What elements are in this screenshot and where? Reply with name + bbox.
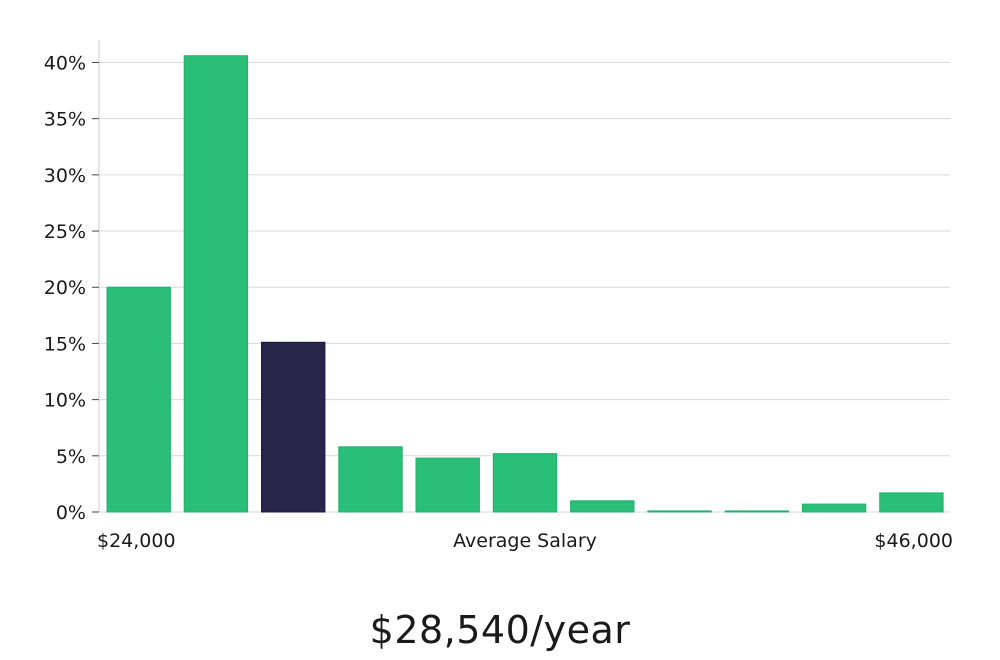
bar-highlighted (261, 341, 326, 513)
y-tick-label: 15% (44, 333, 86, 355)
x-max-label: $46,000 (874, 530, 953, 552)
y-tick-label: 30% (44, 165, 86, 187)
bar (183, 55, 249, 513)
bars (106, 55, 944, 513)
salary-histogram: 0% 5% 10% 15% 20% 25% 30% 35% 40% $24,000 Averag… (44, 40, 953, 552)
y-tick-label: 5% (56, 446, 86, 468)
x-min-label: $24,000 (97, 530, 176, 552)
bar (879, 492, 944, 513)
y-tick-label: 25% (44, 221, 86, 243)
bar (106, 286, 171, 513)
bar (338, 446, 403, 513)
y-tick-label: 40% (44, 52, 86, 74)
y-axis: 0% 5% 10% 15% 20% 25% 30% 35% 40% (44, 40, 100, 524)
bar (415, 457, 480, 513)
y-tick-label: 10% (44, 390, 86, 412)
x-axis-title: Average Salary (453, 530, 597, 552)
average-salary-value: $28,540/year (369, 608, 631, 652)
x-axis: $24,000 Average Salary $46,000 (97, 530, 953, 552)
bar (647, 510, 712, 513)
y-tick-label: 0% (56, 502, 86, 524)
y-tick-label: 35% (44, 109, 86, 131)
bar (570, 500, 635, 513)
bar (801, 503, 867, 513)
bar (492, 453, 558, 513)
y-tick-label: 20% (44, 277, 86, 299)
bar (724, 510, 789, 513)
